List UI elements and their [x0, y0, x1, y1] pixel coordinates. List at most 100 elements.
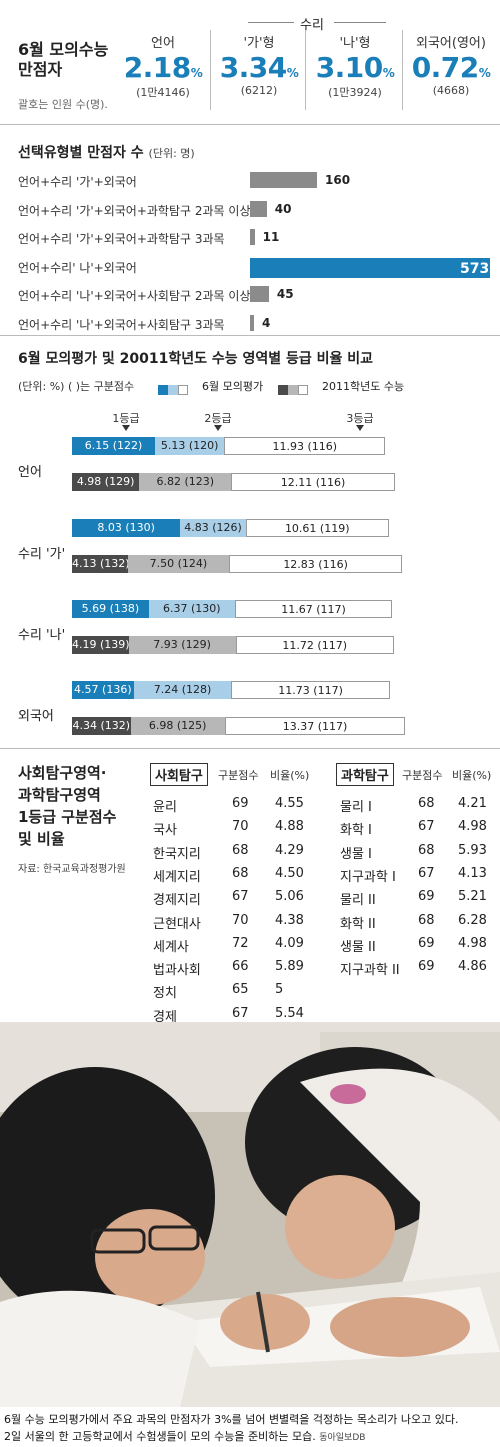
grade-segment: 13.37 (117) — [224, 717, 406, 735]
col-math-na: '나'형 3.10% (1만3924) — [310, 32, 400, 100]
col-count: (6212) — [240, 84, 278, 97]
table-row: 지구과학 II 69 4.86 — [0, 959, 500, 979]
grade-segment: 6.15 (122) — [72, 437, 156, 455]
grade-segment: 11.93 (116) — [224, 437, 386, 455]
table-row: 지구과학 I 67 4.13 — [0, 866, 500, 885]
bar-value-label: 573 — [460, 260, 490, 277]
bar — [250, 229, 255, 245]
row-score: 69 — [418, 959, 435, 975]
row-score: 70 — [232, 912, 249, 928]
students-photo — [0, 1022, 500, 1407]
row-score: 67 — [232, 1005, 249, 1021]
table-row: 경제 67 5.54 — [0, 1005, 500, 1025]
row-name: 화학 I — [340, 823, 372, 839]
row-name: 세계지리 — [153, 869, 201, 885]
subject-label: 수리 '가' — [18, 547, 66, 562]
col-divider — [402, 30, 403, 110]
row-name: 윤리 — [153, 800, 177, 815]
grade-segment: 11.67 (117) — [234, 600, 393, 618]
row-score: 72 — [232, 935, 249, 951]
section4-title-2: 과학탐구영역 — [18, 786, 101, 804]
col-head: 언어 — [151, 36, 175, 51]
row-ratio: 4.55 — [275, 796, 304, 811]
grade-segment: 12.83 (116) — [229, 555, 403, 573]
row-ratio: 5.54 — [275, 1005, 304, 1021]
bar-value-label: 11 — [262, 230, 280, 244]
section4-title-1: 사회탐구영역· — [18, 764, 107, 782]
row-name: 한국지리 — [153, 846, 201, 862]
photo-illustration — [0, 1022, 500, 1407]
table-row: 한국지리 68 4.29 — [0, 842, 500, 862]
row-name: 생물 II — [340, 939, 376, 955]
row-score: 68 — [232, 865, 249, 881]
row-ratio: 5 — [275, 982, 284, 998]
grade-segment: 4.57 (136) — [72, 681, 134, 699]
row-name: 화학 II — [340, 916, 376, 932]
social-col-score: 구분점수 — [218, 769, 259, 782]
legend-2011: 2011학년도 수능 — [322, 380, 405, 393]
grade-segment: 8.03 (130) — [72, 519, 181, 537]
col-divider — [305, 30, 306, 110]
row-name: 경제 — [153, 1009, 177, 1025]
col-pct: 3.34% — [219, 51, 299, 84]
table-row: 물리 II 69 5.21 — [0, 889, 500, 909]
row-name: 국사 — [153, 823, 177, 839]
bar — [250, 257, 490, 278]
table-row: 정치 65 5 — [0, 982, 500, 1001]
table-row: 물리 I 68 4.21 — [0, 796, 500, 815]
table-row: 법과사회 66 5.89 — [0, 959, 500, 978]
table-row: 국사 70 4.88 — [0, 819, 500, 839]
row-score: 69 — [418, 935, 435, 951]
divider — [0, 335, 500, 336]
bar-value-label: 45 — [276, 287, 294, 301]
bar — [250, 172, 318, 188]
grade-label-1: 1등급 — [112, 412, 140, 425]
row-ratio: 4.86 — [458, 959, 487, 975]
row-name: 지구과학 II — [340, 963, 400, 979]
row-name: 물리 II — [340, 893, 376, 909]
col-language: 언어 2.18% (1만4146) — [118, 32, 208, 100]
row-ratio: 4.98 — [458, 935, 487, 951]
col-count: (1만4146) — [136, 86, 190, 99]
row-ratio: 6.28 — [458, 912, 487, 928]
divider — [0, 748, 500, 749]
table-row: 화학 II 68 6.28 — [0, 912, 500, 932]
table-row: 세계사 72 4.09 — [0, 935, 500, 955]
table-row: 경제지리 67 5.06 — [0, 889, 500, 908]
bar-value-label: 4 — [262, 315, 271, 330]
section4-title-3: 1등급 구분점수 — [18, 808, 117, 826]
bar-category-label: 언어+수리 '가'+외국어+과학탐구 3과목 — [18, 232, 225, 246]
col-head: 외국어(영어) — [416, 36, 486, 51]
row-ratio: 5.21 — [458, 889, 487, 905]
section4-title-4: 및 비율 — [18, 830, 65, 848]
bar-value-label: 160 — [325, 173, 351, 187]
col-foreign: 외국어(영어) 0.72% (4668) — [406, 32, 496, 97]
photo-caption-line2: 2일 서울의 한 고등학교에서 수험생들이 모의 수능을 준비하는 모습. 동아… — [4, 1430, 366, 1443]
legend-june-swatches — [158, 380, 188, 399]
grade-segment: 12.11 (116) — [231, 473, 395, 491]
grade-segment: 11.73 (117) — [231, 681, 390, 699]
col-pct: 0.72% — [411, 51, 491, 84]
science-table-title: 과학탐구 — [336, 763, 394, 786]
col-head: '나'형 — [339, 36, 371, 51]
grade-segment: 4.83 (126) — [180, 519, 246, 537]
math-group-line-left — [248, 22, 294, 23]
col-head: '가'형 — [243, 36, 275, 51]
bar — [250, 200, 267, 217]
col-pct: 3.10% — [315, 51, 395, 84]
row-ratio: 4.50 — [275, 865, 304, 881]
row-ratio: 5.89 — [275, 959, 304, 975]
row-score: 70 — [232, 819, 249, 835]
section3-unit-note: (단위: %) ( )는 구분점수 — [18, 380, 135, 393]
row-ratio: 4.09 — [275, 935, 304, 951]
bar — [250, 286, 269, 302]
bar-category-label: 언어+수리' 나'+외국어 — [18, 260, 137, 275]
col-count: (1만3924) — [328, 86, 382, 99]
social-col-ratio: 비율(%) — [270, 769, 310, 782]
table-row: 윤리 69 4.55 — [0, 796, 500, 815]
section1-title-line1: 6월 모의수능 — [18, 40, 109, 59]
table-row: 생물 II 69 4.98 — [0, 935, 500, 955]
col-pct: 2.18% — [123, 51, 203, 84]
bar-value-label: 40 — [274, 201, 292, 216]
row-score: 68 — [232, 842, 249, 858]
